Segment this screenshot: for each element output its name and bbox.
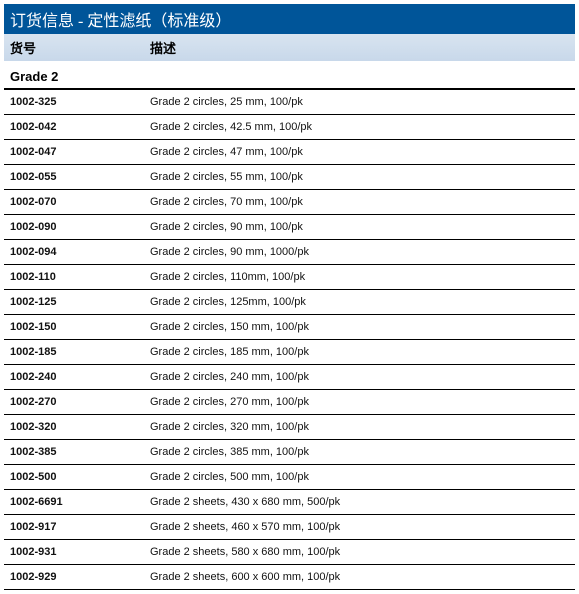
cell-sku: 1002-917 (10, 521, 150, 533)
table-row: 1002-385Grade 2 circles, 385 mm, 100/pk (4, 440, 575, 465)
cell-sku: 1002-320 (10, 421, 150, 433)
cell-sku: 1002-240 (10, 371, 150, 383)
table-body: 1002-325Grade 2 circles, 25 mm, 100/pk10… (4, 90, 575, 590)
table-row: 1002-240Grade 2 circles, 240 mm, 100/pk (4, 365, 575, 390)
table-row: 1002-094Grade 2 circles, 90 mm, 1000/pk (4, 240, 575, 265)
table-row: 1002-325Grade 2 circles, 25 mm, 100/pk (4, 90, 575, 115)
cell-desc: Grade 2 circles, 150 mm, 100/pk (150, 321, 569, 333)
cell-desc: Grade 2 sheets, 600 x 600 mm, 100/pk (150, 571, 569, 583)
cell-sku: 1002-042 (10, 121, 150, 133)
cell-desc: Grade 2 circles, 320 mm, 100/pk (150, 421, 569, 433)
cell-sku: 1002-931 (10, 546, 150, 558)
table-row: 1002-500Grade 2 circles, 500 mm, 100/pk (4, 465, 575, 490)
cell-desc: Grade 2 circles, 90 mm, 1000/pk (150, 246, 569, 258)
cell-sku: 1002-047 (10, 146, 150, 158)
table-row: 1002-6691Grade 2 sheets, 430 x 680 mm, 5… (4, 490, 575, 515)
cell-sku: 1002-150 (10, 321, 150, 333)
cell-desc: Grade 2 circles, 125mm, 100/pk (150, 296, 569, 308)
cell-desc: Grade 2 circles, 185 mm, 100/pk (150, 346, 569, 358)
cell-sku: 1002-325 (10, 96, 150, 108)
title-bar: 订货信息 - 定性滤纸（标准级） (4, 4, 575, 34)
cell-sku: 1002-070 (10, 196, 150, 208)
cell-desc: Grade 2 circles, 70 mm, 100/pk (150, 196, 569, 208)
cell-sku: 1002-185 (10, 346, 150, 358)
table-row: 1002-090Grade 2 circles, 90 mm, 100/pk (4, 215, 575, 240)
cell-desc: Grade 2 circles, 500 mm, 100/pk (150, 471, 569, 483)
header-col-sku: 货号 (10, 38, 150, 57)
cell-sku: 1002-385 (10, 446, 150, 458)
cell-desc: Grade 2 sheets, 430 x 680 mm, 500/pk (150, 496, 569, 508)
cell-desc: Grade 2 circles, 240 mm, 100/pk (150, 371, 569, 383)
table-row: 1002-320Grade 2 circles, 320 mm, 100/pk (4, 415, 575, 440)
cell-sku: 1002-110 (10, 271, 150, 283)
cell-sku: 1002-090 (10, 221, 150, 233)
table-row: 1002-110Grade 2 circles, 110mm, 100/pk (4, 265, 575, 290)
cell-desc: Grade 2 circles, 55 mm, 100/pk (150, 171, 569, 183)
table-row: 1002-042Grade 2 circles, 42.5 mm, 100/pk (4, 115, 575, 140)
table-row: 1002-055Grade 2 circles, 55 mm, 100/pk (4, 165, 575, 190)
table-row: 1002-047Grade 2 circles, 47 mm, 100/pk (4, 140, 575, 165)
cell-desc: Grade 2 sheets, 460 x 570 mm, 100/pk (150, 521, 569, 533)
table-row: 1002-270Grade 2 circles, 270 mm, 100/pk (4, 390, 575, 415)
cell-desc: Grade 2 circles, 110mm, 100/pk (150, 271, 569, 283)
cell-sku: 1002-094 (10, 246, 150, 258)
grade-header: Grade 2 (4, 61, 575, 90)
cell-sku: 1002-055 (10, 171, 150, 183)
table-row: 1002-185Grade 2 circles, 185 mm, 100/pk (4, 340, 575, 365)
cell-desc: Grade 2 circles, 47 mm, 100/pk (150, 146, 569, 158)
cell-desc: Grade 2 circles, 90 mm, 100/pk (150, 221, 569, 233)
table-container: 订货信息 - 定性滤纸（标准级） 货号 描述 Grade 2 1002-325G… (0, 0, 579, 594)
cell-sku: 1002-270 (10, 396, 150, 408)
cell-sku: 1002-500 (10, 471, 150, 483)
table-row: 1002-125Grade 2 circles, 125mm, 100/pk (4, 290, 575, 315)
table-row: 1002-917Grade 2 sheets, 460 x 570 mm, 10… (4, 515, 575, 540)
cell-desc: Grade 2 circles, 42.5 mm, 100/pk (150, 121, 569, 133)
cell-desc: Grade 2 circles, 270 mm, 100/pk (150, 396, 569, 408)
table-row: 1002-150Grade 2 circles, 150 mm, 100/pk (4, 315, 575, 340)
table-row: 1002-070Grade 2 circles, 70 mm, 100/pk (4, 190, 575, 215)
cell-sku: 1002-125 (10, 296, 150, 308)
cell-desc: Grade 2 circles, 25 mm, 100/pk (150, 96, 569, 108)
header-col-desc: 描述 (150, 38, 569, 57)
table-header: 货号 描述 (4, 34, 575, 61)
cell-sku: 1002-6691 (10, 496, 150, 508)
cell-sku: 1002-929 (10, 571, 150, 583)
cell-desc: Grade 2 circles, 385 mm, 100/pk (150, 446, 569, 458)
table-row: 1002-931Grade 2 sheets, 580 x 680 mm, 10… (4, 540, 575, 565)
cell-desc: Grade 2 sheets, 580 x 680 mm, 100/pk (150, 546, 569, 558)
